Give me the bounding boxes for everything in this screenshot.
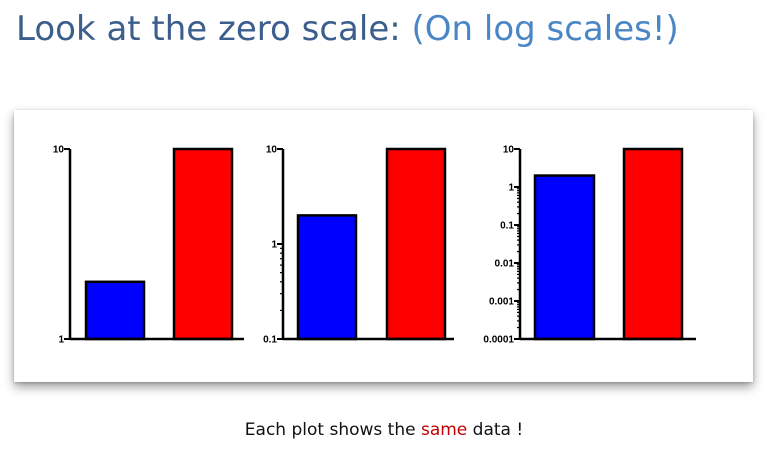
caption: Each plot shows the same data ! [0, 420, 768, 440]
chart3-tick-label: 0.0001 [483, 335, 514, 346]
chart1-tick-label: 10 [53, 145, 65, 156]
chart3-tick-label: 0.1 [500, 221, 514, 232]
chart3-tick-label: 10 [503, 145, 515, 156]
figure-panel: 1 10 0.1 1 10 0.0001 0.001 0.01 0.1 1 10 [14, 110, 753, 382]
chart3-tick-label: 0.01 [495, 259, 515, 270]
chart1-bar-1 [84, 280, 146, 341]
chart1-bar-2 [172, 147, 234, 341]
chart2-tick-label: 10 [266, 145, 278, 156]
chart2-bar-2 [385, 147, 447, 341]
chart3-tick-label: 1 [508, 183, 514, 194]
chart3-bar-2 [622, 147, 684, 341]
chart2-bar-1 [296, 214, 358, 341]
caption-after: data ! [467, 420, 524, 440]
chart2-tick-label: 1 [271, 240, 277, 251]
title-main: Look at the zero scale: [16, 9, 412, 49]
caption-highlight: same [420, 420, 468, 440]
chart1-tick-label: 1 [58, 335, 64, 346]
caption-before: Each plot shows the [244, 420, 421, 440]
slide-title: Look at the zero scale: (On log scales!) [16, 4, 679, 54]
chart2-tick-label: 0.1 [263, 335, 277, 346]
title-accent: (On log scales!) [411, 9, 679, 49]
chart3-bar-1 [533, 174, 596, 341]
log-scale-bar-charts: 1 10 0.1 1 10 0.0001 0.001 0.01 0.1 1 10 [53, 145, 696, 346]
chart3-tick-label: 0.001 [489, 297, 514, 308]
